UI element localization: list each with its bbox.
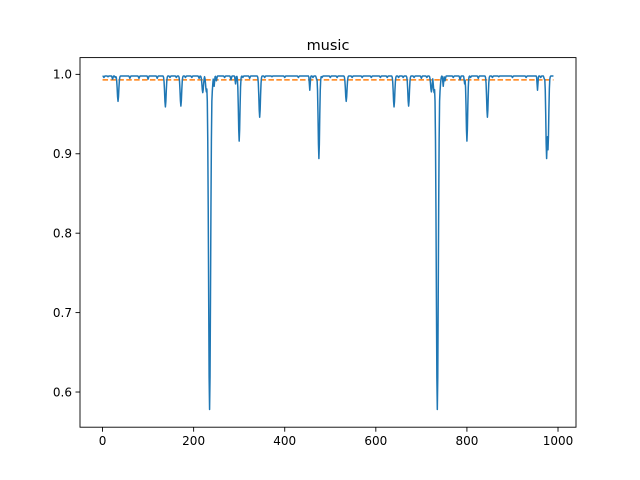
plot-frame [79,57,577,428]
x-axis: 0 200 400 600 800 1000 [99,427,574,448]
series-layer [102,75,554,411]
y-axis: 0.6 0.7 0.8 0.9 1.0 [53,68,80,399]
x-tick-label: 600 [364,434,387,448]
y-tick-label: 0.8 [53,226,72,240]
x-tick-label: 1000 [543,434,574,448]
x-tick-label: 200 [182,434,205,448]
x-tick-label: 800 [455,434,478,448]
y-tick-label: 0.9 [53,147,72,161]
x-tick-label: 0 [99,434,107,448]
x-tick-label: 400 [273,434,296,448]
series-line-similarity [102,75,554,411]
y-tick-label: 0.6 [53,385,72,399]
y-tick-label: 1.0 [53,68,72,82]
chart-title: music [307,38,350,54]
y-tick-label: 0.7 [53,306,72,320]
